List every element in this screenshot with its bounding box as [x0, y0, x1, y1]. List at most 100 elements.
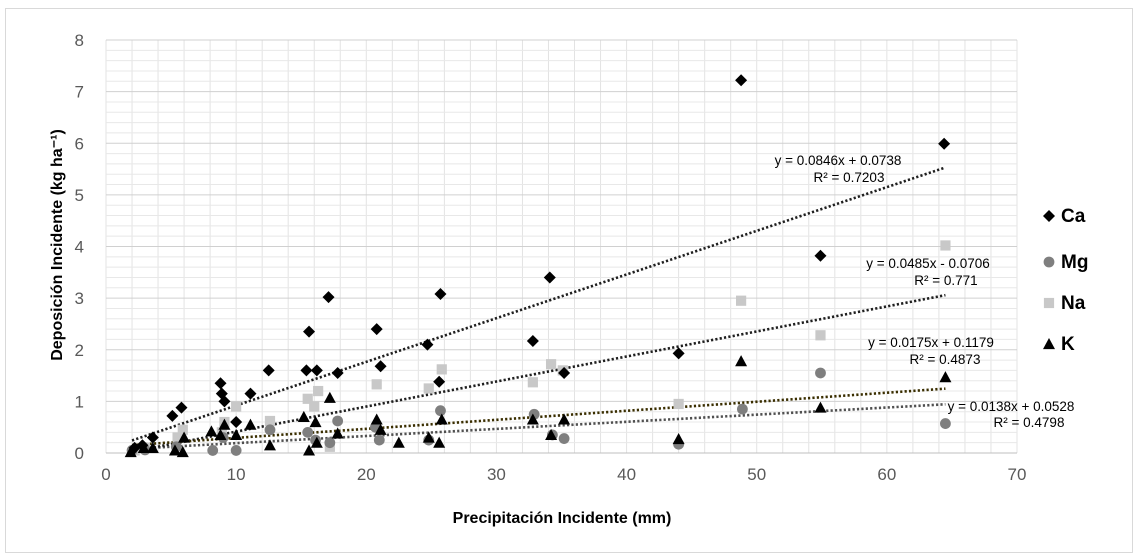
trendline-ca: [131, 166, 946, 442]
trendline-equation-mg: y = 0.0138x + 0.0528: [948, 399, 1075, 414]
x-tick-label: 20: [357, 465, 376, 484]
data-point-ca: [938, 137, 951, 150]
data-point-k: [310, 436, 323, 448]
data-point-mg: [302, 426, 314, 438]
data-point-na: [735, 295, 747, 306]
data-point-k: [124, 445, 137, 458]
data-point-ca: [374, 360, 387, 373]
data-point-ca: [421, 338, 434, 351]
trendline-equations: y = 0.0846x + 0.0738 R² = 0.7203 y = 0.013…: [775, 153, 1075, 430]
data-point-k: [526, 413, 539, 425]
y-tick-label: 0: [75, 444, 84, 463]
data-point-k: [146, 441, 159, 453]
data-point-ca: [322, 291, 335, 304]
y-axis-ticks: 0 1 2 3 4 5 6 7 8: [75, 31, 84, 463]
trendline-equation-na: y = 0.0485x - 0.0706: [866, 256, 989, 271]
data-point-k: [297, 410, 310, 422]
data-point-k: [370, 413, 383, 425]
data-point-k: [230, 428, 243, 441]
data-point-na: [302, 393, 313, 404]
data-point-na: [177, 424, 188, 435]
trendline-r2-ca: R² = 0.7203: [814, 170, 885, 185]
data-point-mg: [373, 434, 385, 446]
x-tick-label: 60: [877, 465, 896, 484]
data-point-k: [244, 418, 257, 430]
data-point-na: [423, 383, 434, 394]
y-tick-label: 2: [75, 341, 84, 360]
data-point-ca: [300, 364, 313, 377]
data-point-na: [815, 330, 826, 341]
y-tick-label: 3: [75, 289, 84, 308]
trendline-mg: [131, 403, 946, 451]
trendline-r2-k: R² = 0.4873: [910, 352, 981, 367]
data-point-na: [436, 364, 447, 375]
data-point-k: [218, 418, 231, 430]
data-point-ca: [175, 401, 188, 414]
data-point-na: [545, 359, 557, 370]
legend-marker-mg: [1043, 256, 1055, 268]
data-point-mg: [264, 424, 276, 436]
data-point-k: [323, 391, 336, 403]
data-point-na: [172, 432, 183, 443]
data-point-ca: [543, 271, 556, 284]
data-point-mg: [230, 445, 242, 456]
data-point-k: [263, 439, 276, 451]
data-point-ca: [310, 364, 323, 377]
data-point-ca: [303, 325, 316, 338]
data-point-k: [168, 444, 181, 456]
data-point-na: [940, 240, 951, 251]
data-point-na: [527, 377, 538, 388]
data-point-k: [939, 371, 952, 383]
gridlines: [105, 39, 1018, 454]
x-tick-label: 40: [617, 465, 636, 484]
data-point-na: [371, 379, 382, 390]
data-point-ca: [672, 347, 685, 360]
data-point-ca: [526, 334, 539, 347]
legend-label-ca: Ca: [1061, 206, 1086, 227]
data-point-ca: [262, 364, 275, 377]
data-point-ca: [218, 395, 231, 408]
legend-marker-na: [1043, 297, 1055, 309]
x-axis-title: Precipitación Incidente (mm): [453, 510, 672, 527]
y-tick-label: 1: [75, 392, 84, 411]
data-point-k: [178, 431, 191, 443]
data-point-ca: [370, 323, 383, 336]
data-point-na: [313, 385, 324, 397]
data-point-ca: [214, 377, 227, 390]
data-point-k: [331, 427, 344, 439]
data-point-na: [673, 398, 684, 410]
data-point-k: [309, 416, 322, 428]
data-point-na: [264, 415, 276, 427]
data-point-ca: [166, 409, 179, 422]
x-tick-label: 50: [747, 465, 766, 484]
data-point-mg: [324, 437, 336, 449]
data-point-k: [814, 401, 827, 413]
data-point-k: [303, 444, 316, 456]
data-point-k: [205, 425, 218, 437]
x-tick-label: 0: [101, 465, 110, 484]
y-tick-label: 6: [75, 134, 84, 153]
y-tick-label: 7: [75, 83, 84, 102]
data-point-ca: [136, 439, 149, 452]
trendline-k: [131, 387, 946, 447]
y-axis-title: Deposición Incidente (kg ha⁻¹): [49, 129, 66, 361]
data-point-na: [231, 401, 242, 412]
data-point-k: [558, 413, 571, 425]
data-point-ca: [244, 387, 257, 400]
data-point-ca: [735, 74, 748, 87]
x-tick-label: 10: [227, 465, 246, 484]
data-point-ca: [230, 416, 243, 429]
data-point-k: [392, 436, 405, 448]
chart-frame: [5, 8, 1133, 553]
data-point-ca: [433, 375, 446, 388]
data-point-mg: [815, 367, 826, 379]
x-tick-label: 30: [487, 465, 506, 484]
data-point-k: [422, 431, 435, 443]
y-tick-label: 8: [75, 31, 84, 50]
trendline-r2-na: R² = 0.771: [914, 273, 977, 288]
trendline-equation-k: y = 0.0175x + 0.1179: [868, 335, 994, 350]
data-point-k: [435, 413, 448, 425]
data-point-k: [214, 428, 227, 441]
legend: Ca Mg Na K: [1043, 206, 1088, 355]
trendline-equation-ca: y = 0.0846x + 0.0738: [775, 153, 902, 168]
